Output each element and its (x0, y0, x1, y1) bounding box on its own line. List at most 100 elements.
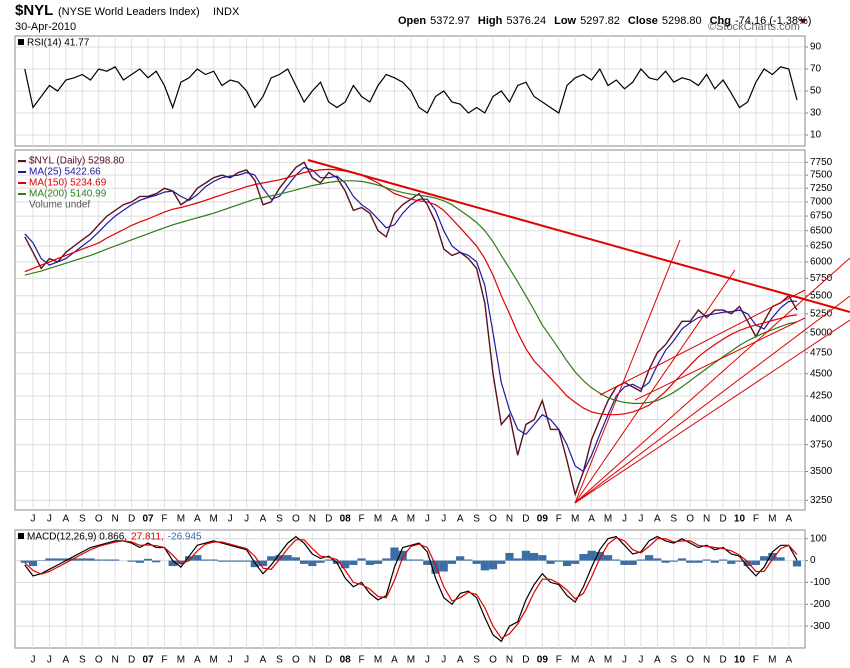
histogram-bar (78, 558, 87, 561)
x-tick-label: A (654, 655, 661, 666)
y-tick-label: 4250 (810, 391, 833, 402)
histogram-bar (686, 560, 695, 563)
x-tick-label: J (244, 655, 249, 666)
y-tick-label: 100 (810, 533, 827, 544)
x-tick-label: F (161, 655, 167, 666)
x-tick-label: J (425, 514, 430, 525)
x-tick-label: O (489, 514, 497, 525)
x-tick-label: S (670, 655, 677, 666)
x-tick-label: M (604, 655, 612, 666)
legend-text: $NYL (Daily) 5298.80 (29, 156, 125, 167)
y-tick-label: 5750 (810, 273, 833, 284)
y-tick-label: 6000 (810, 257, 833, 268)
x-tick-label: 07 (142, 514, 154, 525)
y-tick-label: 4750 (810, 347, 833, 358)
x-tick-label: 10 (734, 514, 746, 525)
y-tick-label: 0 (810, 555, 816, 566)
x-tick-label: J (47, 655, 52, 666)
x-tick-label: A (260, 514, 267, 525)
histogram-bar (61, 558, 70, 561)
histogram-bar (760, 556, 769, 561)
histogram-bar (127, 560, 136, 562)
y-tick-label: 50 (810, 86, 822, 97)
histogram-bar (291, 557, 300, 561)
histogram-bar (521, 550, 530, 561)
histogram-bar (472, 560, 481, 564)
quote-value: 5376.24 (506, 15, 546, 27)
histogram-bar (751, 560, 761, 565)
x-tick-label: M (604, 514, 612, 525)
histogram-bar (111, 559, 120, 561)
x-tick-label: N (309, 514, 316, 525)
x-tick-label: J (425, 655, 430, 666)
x-tick-label: F (753, 514, 759, 525)
y-tick-label: 4500 (810, 368, 833, 379)
y-tick-label: -100 (810, 577, 830, 588)
histogram-bar (234, 560, 243, 562)
x-tick-label: D (522, 514, 529, 525)
x-tick-label: D (325, 514, 332, 525)
x-tick-label: J (441, 655, 446, 666)
histogram-bar (661, 560, 670, 563)
x-tick-label: F (556, 514, 562, 525)
legend-swatch (18, 39, 24, 45)
macd-panel (14, 529, 806, 649)
x-tick-label: 07 (142, 655, 154, 666)
histogram-bar (365, 560, 374, 565)
histogram-bar (152, 560, 161, 563)
y-tick-label: 3500 (810, 466, 833, 477)
histogram-bar (94, 559, 103, 561)
series-line (24, 66, 798, 114)
x-tick-label: M (407, 655, 415, 666)
x-tick-label: F (359, 514, 365, 525)
histogram-bar (571, 560, 580, 564)
histogram-bar (267, 556, 276, 561)
x-tick-label: J (47, 514, 52, 525)
y-tick-label: 4000 (810, 414, 833, 425)
histogram-bar (447, 560, 457, 564)
x-tick-label: M (768, 514, 776, 525)
histogram-bar (694, 560, 703, 563)
x-tick-label: M (571, 514, 579, 525)
histogram-bar (20, 560, 29, 563)
y-tick-label: 7500 (810, 170, 833, 181)
x-tick-label: F (161, 514, 167, 525)
x-tick-label: S (276, 514, 283, 525)
header: $NYL (NYSE World Leaders Index) INDX 30-… (15, 2, 811, 33)
x-tick-label: J (31, 655, 36, 666)
x-tick-label: M (407, 514, 415, 525)
x-tick-label: M (177, 514, 185, 525)
x-tick-label: J (622, 514, 627, 525)
histogram-bar (669, 560, 678, 562)
histogram-bar (324, 559, 333, 561)
series-line (24, 536, 798, 639)
histogram-bar (86, 558, 95, 561)
x-tick-label: S (79, 514, 86, 525)
histogram-bar (382, 558, 391, 561)
x-tick-label: J (638, 655, 643, 666)
x-tick-label: M (210, 655, 218, 666)
legend-text: -26.945 (168, 532, 202, 543)
histogram-bar (201, 559, 210, 561)
x-tick-label: N (703, 514, 710, 525)
x-tick-label: J (638, 514, 643, 525)
x-tick-label: 10 (734, 655, 746, 666)
histogram-bar (250, 560, 259, 568)
y-tick-label: 7750 (810, 157, 833, 168)
y-tick-label: 7250 (810, 183, 833, 194)
quote-value: 5372.97 (430, 15, 470, 27)
x-tick-label: A (63, 514, 70, 525)
legend-text: MA(150) 5234.69 (29, 178, 107, 189)
histogram-bar (456, 556, 465, 561)
histogram-bar (69, 558, 79, 561)
channel-line (599, 289, 806, 396)
histogram-bar (275, 555, 284, 561)
legend-text: Volume undef (29, 200, 90, 211)
histogram-bar (143, 558, 153, 561)
x-tick-label: A (63, 655, 70, 666)
histogram-bar (439, 560, 448, 572)
y-tick-label: 30 (810, 108, 822, 119)
trend-line (574, 319, 850, 504)
trend-line (574, 239, 681, 504)
x-tick-label: J (622, 655, 627, 666)
